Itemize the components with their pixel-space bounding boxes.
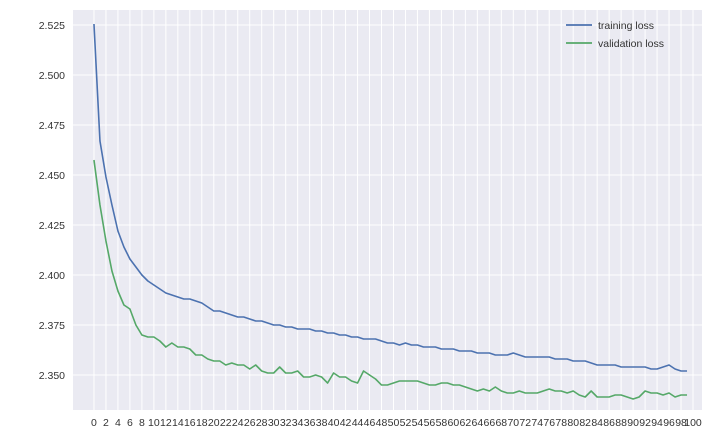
x-tick-label: 78: [555, 417, 567, 429]
x-tick-label: 90: [627, 417, 639, 429]
x-axis-ticks: 0 2 4 6 8 10 12 14 16 18 20 22 24 26 28 30 32 34 36 38 40 42 4…: [91, 417, 702, 429]
x-tick-label: 70: [507, 417, 519, 429]
x-tick-label: 8: [139, 417, 145, 429]
x-tick-label: 80: [567, 417, 579, 429]
x-tick-label: 82: [579, 417, 591, 429]
x-tick-label: 48: [376, 417, 388, 429]
x-tick-label: 66: [483, 417, 495, 429]
x-tick-label: 32: [280, 417, 292, 429]
x-tick-label: 88: [615, 417, 627, 429]
x-tick-label: 56: [424, 417, 436, 429]
x-tick-label: 68: [495, 417, 507, 429]
y-tick-label: 2.425: [39, 220, 65, 232]
x-tick-label: 30: [268, 417, 280, 429]
x-tick-label: 52: [400, 417, 412, 429]
x-tick-label: 14: [172, 417, 184, 429]
x-tick-label: 38: [316, 417, 328, 429]
x-tick-label: 50: [388, 417, 400, 429]
x-tick-label: 6: [127, 417, 133, 429]
x-tick-label: 28: [256, 417, 268, 429]
series-lines: [93, 23, 688, 400]
series-line-validation-loss: [93, 159, 688, 400]
x-tick-label: 100: [684, 417, 702, 429]
x-tick-label: 60: [448, 417, 460, 429]
x-tick-label: 22: [220, 417, 232, 429]
x-tick-label: 72: [519, 417, 531, 429]
x-tick-label: 84: [591, 417, 603, 429]
x-tick-label: 34: [292, 417, 304, 429]
x-tick-label: 4: [115, 417, 121, 429]
x-tick-label: 98: [675, 417, 687, 429]
x-tick-label: 46: [364, 417, 376, 429]
legend-label: validation loss: [598, 38, 664, 50]
x-tick-label: 74: [531, 417, 543, 429]
x-tick-label: 96: [663, 417, 675, 429]
x-tick-label: 54: [412, 417, 424, 429]
x-tick-label: 26: [244, 417, 256, 429]
x-tick-label: 36: [304, 417, 316, 429]
y-axis-ticks: 2.350 2.375 2.400 2.425 2.450 2.475 2.500 2.525: [39, 20, 65, 382]
x-tick-label: 94: [651, 417, 663, 429]
x-tick-label: 20: [208, 417, 220, 429]
x-tick-label: 2: [103, 417, 109, 429]
x-tick-label: 40: [328, 417, 340, 429]
x-tick-label: 64: [472, 417, 484, 429]
x-tick-label: 58: [436, 417, 448, 429]
x-tick-label: 42: [340, 417, 352, 429]
grid: [73, 10, 702, 410]
plot-area: [73, 10, 702, 410]
x-tick-label: 24: [232, 417, 244, 429]
x-tick-label: 86: [603, 417, 615, 429]
legend-label: training loss: [598, 20, 654, 32]
x-tick-label: 16: [184, 417, 196, 429]
y-tick-label: 2.500: [39, 70, 65, 82]
x-tick-label: 12: [160, 417, 172, 429]
legend: training loss validation loss: [566, 20, 664, 50]
x-tick-label: 92: [639, 417, 651, 429]
x-tick-label: 18: [196, 417, 208, 429]
y-tick-label: 2.525: [39, 20, 65, 32]
y-tick-label: 2.375: [39, 320, 65, 332]
x-tick-label: 76: [543, 417, 555, 429]
x-tick-label: 44: [352, 417, 364, 429]
y-tick-label: 2.450: [39, 170, 65, 182]
x-tick-label: 62: [460, 417, 472, 429]
x-tick-label: 0: [91, 417, 97, 429]
y-tick-label: 2.350: [39, 370, 65, 382]
y-tick-label: 2.400: [39, 270, 65, 282]
x-tick-label: 10: [148, 417, 160, 429]
series-line-training-loss: [93, 23, 688, 372]
y-tick-label: 2.475: [39, 120, 65, 132]
